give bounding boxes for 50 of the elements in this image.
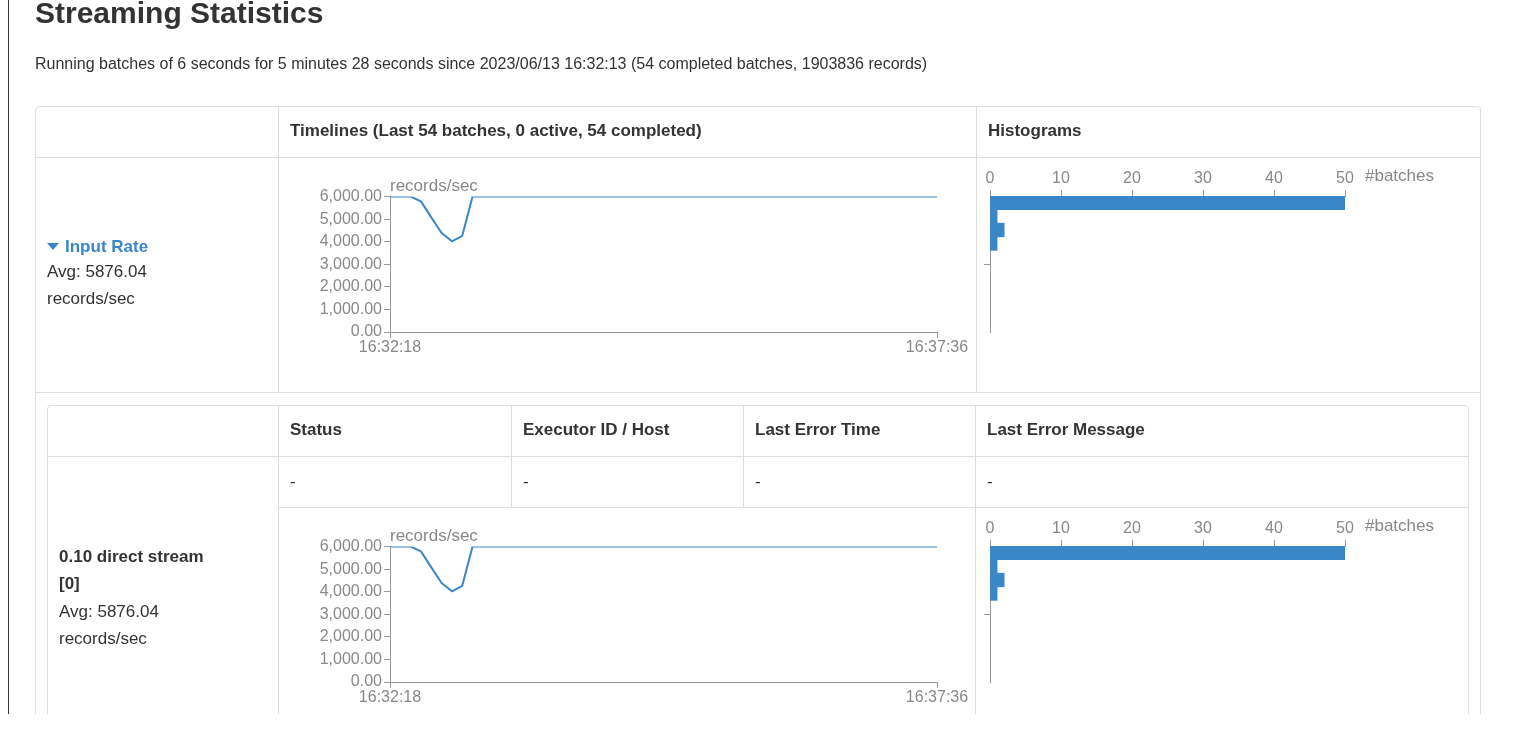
y-tick-label: 5,000.00 — [319, 209, 383, 227]
x-tick-label: 0 — [985, 518, 995, 536]
y-tick-label: 2,000.00 — [319, 277, 383, 295]
text: Input Rate — [65, 236, 150, 258]
y-tick-label: 1,000.00 — [319, 299, 383, 317]
x-tick-label: 50 — [1336, 168, 1354, 186]
text: Last Error Message — [987, 420, 1145, 440]
y-tick-label: 5,000.00 — [319, 559, 383, 577]
text: Avg: 5876.04 records/sec — [59, 601, 160, 650]
y-tick-label: 4,000.00 — [319, 232, 383, 250]
x-tick-label: 40 — [1265, 168, 1283, 186]
y-tick-label: 3,000.00 — [319, 254, 383, 272]
x-tick-label: 10 — [1052, 518, 1070, 536]
x-axis-title: #batches — [1365, 516, 1434, 536]
text: - — [987, 472, 993, 492]
y-tick-label: 0.00 — [350, 322, 383, 340]
y-tick-label: 6,000.00 — [319, 187, 383, 205]
x-tick-label: 30 — [1194, 518, 1212, 536]
text: Running batches of 6 seconds for 5 minutes 28 seconds since 2023/06/13 16:32:13 (54 completed batches, 1903836 records) — [35, 55, 928, 73]
text: - — [290, 472, 296, 492]
x-tick-label: 16:37:36 — [905, 338, 969, 356]
y-axis-title: records/sec — [390, 526, 478, 546]
text: Executor ID / Host — [523, 420, 670, 440]
x-axis-title: #batches — [1365, 166, 1434, 186]
text: Histograms — [988, 121, 1082, 141]
text: Timelines (Last 54 batches, 0 active, 54 completed) — [290, 121, 702, 141]
x-tick-label: 10 — [1052, 168, 1070, 186]
text: 0.10 direct stream [0] — [59, 546, 205, 595]
x-tick-label: 30 — [1194, 168, 1212, 186]
y-tick-label: 1,000.00 — [319, 649, 383, 667]
text: - — [755, 472, 761, 492]
y-tick-label: 4,000.00 — [319, 582, 383, 600]
text: Last Error Time — [755, 420, 881, 440]
text: - — [523, 472, 529, 492]
y-tick-label: 0.00 — [350, 672, 383, 690]
text: Avg: 5876.04 records/sec — [47, 261, 148, 310]
x-tick-label: 16:37:36 — [905, 688, 969, 706]
x-tick-label: 16:32:18 — [358, 338, 422, 356]
text: Streaming Statistics — [35, 0, 324, 30]
x-tick-label: 20 — [1123, 518, 1141, 536]
x-tick-label: 40 — [1265, 518, 1283, 536]
y-tick-label: 6,000.00 — [319, 537, 383, 555]
y-axis-title: records/sec — [390, 176, 478, 196]
x-tick-label: 50 — [1336, 518, 1354, 536]
y-tick-label: 2,000.00 — [319, 627, 383, 645]
x-tick-label: 20 — [1123, 168, 1141, 186]
y-tick-label: 3,000.00 — [319, 604, 383, 622]
x-tick-label: 0 — [985, 168, 995, 186]
text: Status — [290, 420, 342, 440]
x-tick-label: 16:32:18 — [358, 688, 422, 706]
